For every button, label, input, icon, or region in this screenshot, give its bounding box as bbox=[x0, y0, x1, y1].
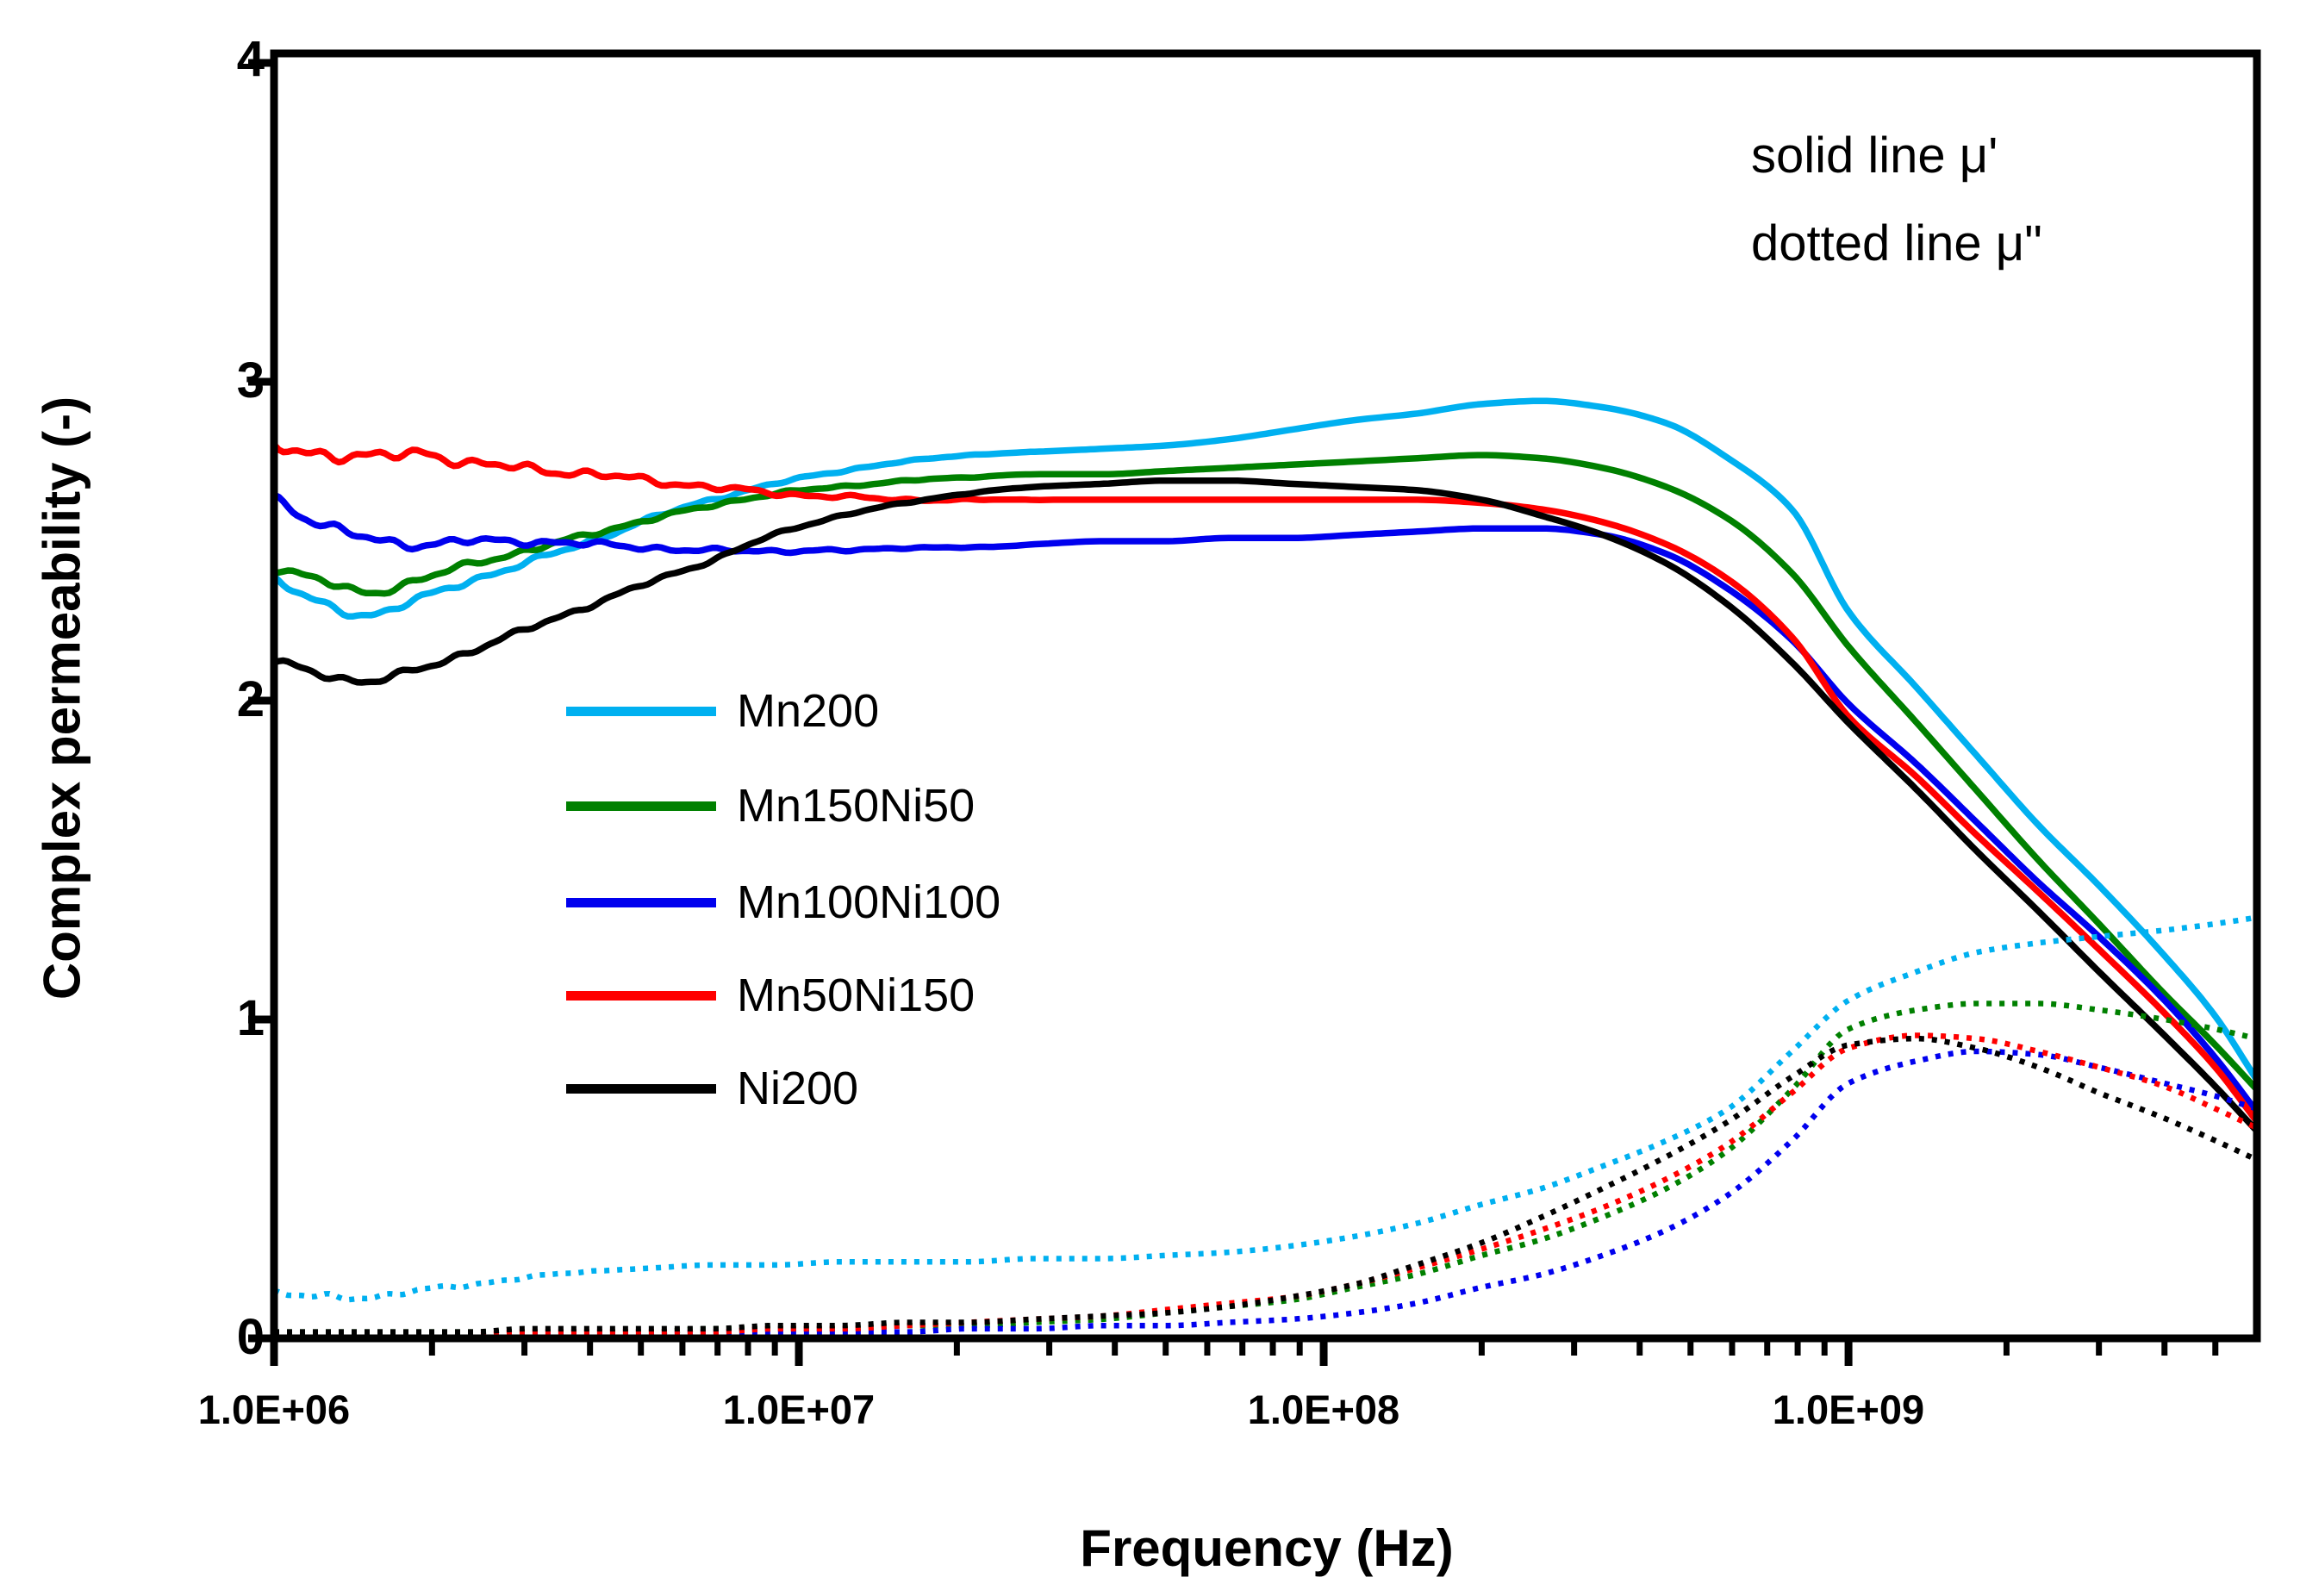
legend-label-mn50ni150: Mn50Ni150 bbox=[737, 969, 975, 1021]
legend-item-mn100ni100: Mn100Ni100 bbox=[566, 876, 1000, 928]
line-style-annotation: solid line μ' dotted line μ" bbox=[1751, 112, 2042, 288]
legend-item-mn200: Mn200 bbox=[566, 685, 879, 737]
legend-item-mn150ni50: Mn150Ni50 bbox=[566, 780, 975, 832]
y-axis-title: Complex permeability (-) bbox=[33, 396, 91, 1001]
legend-label-mn100ni100: Mn100Ni100 bbox=[737, 876, 1001, 928]
legend-line-mn100ni100-icon bbox=[566, 897, 716, 907]
annotation-dotted-line: dotted line μ" bbox=[1751, 215, 2042, 271]
legend-line-mn50ni150-icon bbox=[566, 990, 716, 1001]
legend-label-mn200: Mn200 bbox=[737, 685, 880, 737]
legend-item-ni200: Ni200 bbox=[566, 1063, 858, 1114]
x-tick-label-1e6: 1.0E+06 bbox=[197, 1387, 351, 1432]
legend-label-mn150ni50: Mn150Ni50 bbox=[737, 780, 975, 832]
y-tick-label-0: 0 bbox=[236, 1309, 265, 1366]
legend-line-ni200-icon bbox=[566, 1083, 716, 1094]
x-tick-label-1e7: 1.0E+07 bbox=[722, 1387, 876, 1432]
x-tick-label-1e9: 1.0E+09 bbox=[1772, 1387, 1925, 1432]
legend-line-mn200-icon bbox=[566, 706, 716, 716]
series-mn100ni100-mu1-solid bbox=[271, 491, 2260, 1116]
x-axis-title: Frequency (Hz) bbox=[1080, 1519, 1454, 1577]
y-tick-label-3: 3 bbox=[236, 352, 265, 409]
x-tick-label-1e8: 1.0E+08 bbox=[1247, 1387, 1400, 1432]
series-mn50ni150-mu1-solid bbox=[271, 441, 2260, 1125]
plot-frame bbox=[270, 49, 2261, 1343]
series-mn200-mu2-dotted bbox=[272, 914, 2258, 1303]
y-tick-label-2: 2 bbox=[236, 671, 265, 728]
series-mn100ni100-mu2-dotted bbox=[274, 1048, 2258, 1338]
series-mn150ni50-mu2-dotted bbox=[274, 1001, 2258, 1335]
series-ni200-mu1-solid bbox=[271, 477, 2260, 1135]
legend-label-ni200: Ni200 bbox=[737, 1063, 859, 1114]
y-tick-label-4: 4 bbox=[236, 31, 265, 88]
legend-line-mn150ni50-icon bbox=[566, 801, 716, 811]
annotation-solid-line: solid line μ' bbox=[1751, 128, 1998, 184]
legend-item-mn50ni150: Mn50Ni150 bbox=[566, 969, 975, 1021]
series-mn200-mu1-solid bbox=[271, 397, 2260, 1084]
series-mn150ni50-mu1-solid bbox=[271, 452, 2260, 1094]
y-tick-label-1: 1 bbox=[236, 990, 265, 1047]
